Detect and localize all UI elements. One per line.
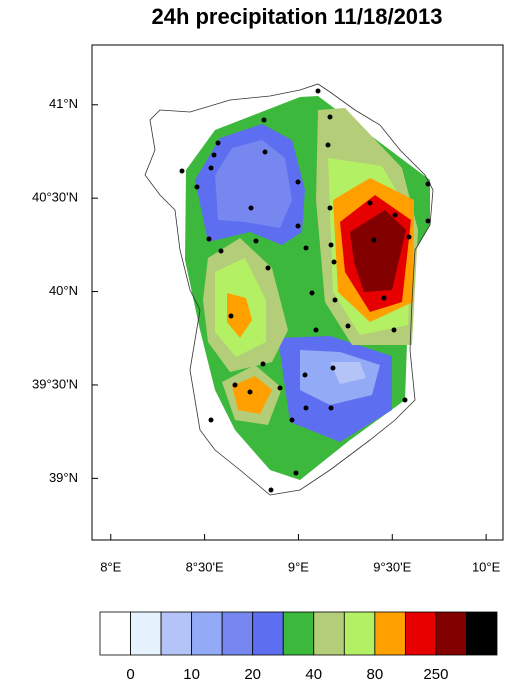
- colorbar-box: [221, 611, 254, 656]
- colorbar-box: [99, 611, 131, 656]
- contour: [227, 293, 252, 338]
- station: [302, 372, 308, 378]
- station: [371, 237, 377, 243]
- station: [330, 365, 336, 371]
- x-tick-label: 8°30'E: [186, 559, 224, 574]
- colorbar-box: [191, 611, 223, 656]
- colorbar-box: [404, 611, 437, 656]
- station: [327, 205, 333, 211]
- station: [206, 236, 212, 242]
- y-tick-label: 41°N: [49, 96, 78, 111]
- station: [425, 181, 431, 187]
- station: [303, 245, 309, 251]
- station: [402, 397, 408, 403]
- colorbar-box: [343, 611, 376, 656]
- colorbar-box: [130, 611, 162, 656]
- station: [208, 165, 214, 171]
- colorbar-box: [466, 611, 498, 656]
- colorbar-box: [374, 611, 406, 656]
- colorbar-label: 20: [244, 666, 261, 683]
- station: [260, 361, 266, 367]
- station: [262, 149, 268, 155]
- station: [381, 295, 387, 301]
- station: [325, 142, 331, 148]
- station: [328, 405, 334, 411]
- station: [327, 114, 333, 120]
- contour: [330, 362, 366, 384]
- colorbar-box: [160, 611, 193, 656]
- station: [179, 168, 185, 174]
- colorbar-label: 10: [183, 666, 200, 683]
- station: [295, 223, 301, 229]
- station: [218, 248, 224, 254]
- x-tick-label: 10°E: [472, 559, 501, 574]
- station: [194, 184, 200, 190]
- x-tick-label: 9°30'E: [373, 559, 411, 574]
- y-tick-label: 39°N: [49, 470, 78, 485]
- colorbar-label: 40: [305, 666, 322, 683]
- y-tick-label: 39°30'N: [32, 376, 78, 391]
- station: [253, 238, 259, 244]
- station: [232, 382, 238, 388]
- station: [261, 117, 267, 123]
- station: [315, 88, 321, 94]
- station: [425, 218, 431, 224]
- colorbar-label: 250: [423, 666, 448, 683]
- contour: [215, 140, 292, 228]
- stations: [179, 88, 431, 493]
- x-tick-label: 9°E: [288, 559, 309, 574]
- station: [328, 242, 334, 248]
- station: [211, 152, 217, 158]
- station: [392, 212, 398, 218]
- station: [293, 470, 299, 476]
- colorbar-box: [282, 611, 315, 656]
- colorbar-label: 0: [126, 666, 134, 683]
- station: [332, 297, 338, 303]
- y-tick-label: 40°N: [49, 283, 78, 298]
- colorbar-box: [313, 611, 345, 656]
- coastline: [144, 83, 434, 496]
- station: [268, 487, 274, 493]
- title: 24h precipitation 11/18/2013: [151, 4, 442, 29]
- colorbar-box: [435, 611, 467, 656]
- station: [406, 234, 412, 240]
- station: [345, 323, 351, 329]
- station: [391, 327, 397, 333]
- colorbar-box: [252, 611, 284, 656]
- station: [309, 290, 315, 296]
- station: [215, 140, 221, 146]
- contour: [350, 210, 406, 292]
- station: [277, 385, 283, 391]
- station: [313, 327, 319, 333]
- colorbar-label: 80: [367, 666, 384, 683]
- station: [228, 313, 234, 319]
- y-tick-label: 40°30'N: [32, 190, 78, 205]
- contour: [232, 376, 272, 414]
- station: [247, 389, 253, 395]
- station: [208, 417, 214, 423]
- x-tick-label: 8°E: [100, 559, 121, 574]
- station: [303, 405, 309, 411]
- station: [248, 205, 254, 211]
- station: [265, 265, 271, 271]
- station: [289, 417, 295, 423]
- station: [331, 259, 337, 265]
- station: [367, 200, 373, 206]
- precipitation-field: [185, 96, 430, 480]
- station: [295, 179, 301, 185]
